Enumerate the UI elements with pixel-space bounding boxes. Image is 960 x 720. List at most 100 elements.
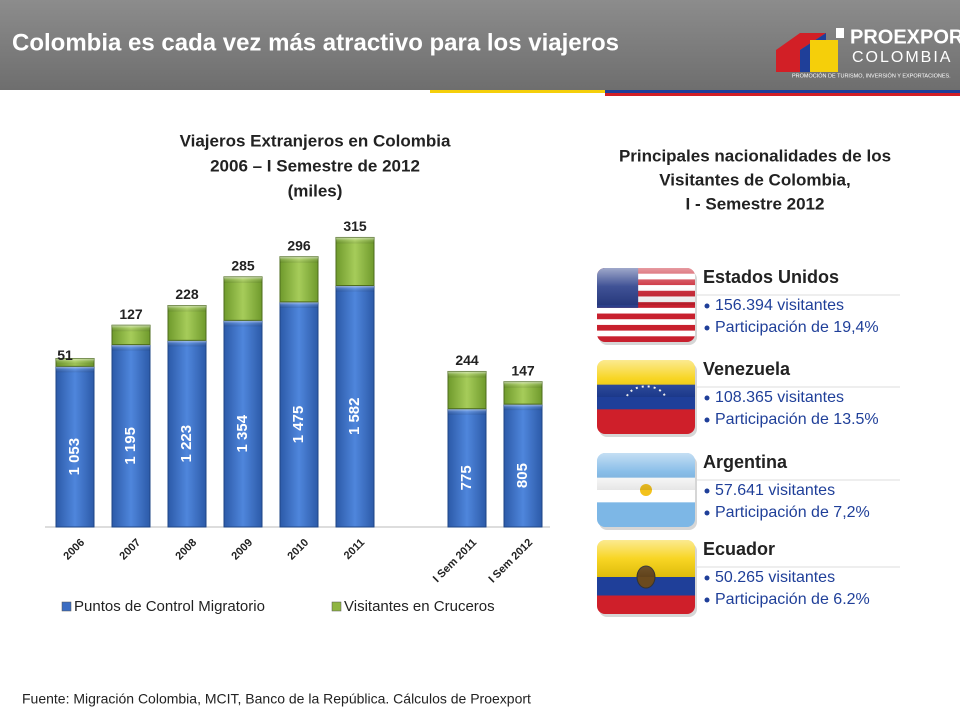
flag-body <box>597 360 695 434</box>
bar-gloss <box>168 340 206 347</box>
logo-text: COLOMBIA <box>852 49 952 66</box>
panel-title: Visitantes de Colombia, <box>659 170 850 189</box>
x-tick-label: 2006 <box>61 537 87 563</box>
flag-part <box>597 502 695 527</box>
bar <box>55 365 95 528</box>
bullet <box>704 303 710 309</box>
bar <box>223 319 263 528</box>
bar <box>447 408 487 528</box>
country-detail: Participación de 7,2% <box>715 504 870 521</box>
x-tick-label: 2007 <box>117 537 143 563</box>
bar <box>111 344 151 528</box>
flag-part <box>597 330 695 337</box>
bullet <box>704 597 710 603</box>
x-tick-label: 2008 <box>173 537 199 563</box>
flag-body <box>597 268 695 342</box>
country-detail: Participación de 19,4% <box>715 319 879 336</box>
x-tick-label: 2009 <box>229 537 255 563</box>
data-label: 315 <box>343 218 367 234</box>
flag-part <box>597 409 695 434</box>
flag <box>597 360 697 437</box>
data-label: 1 354 <box>234 414 251 452</box>
data-label: 296 <box>287 237 311 253</box>
flag-body <box>597 540 695 614</box>
data-label: 805 <box>514 463 531 488</box>
bar-gloss <box>168 305 206 312</box>
bar-gloss <box>448 371 486 378</box>
bullet <box>704 395 710 401</box>
flag-part <box>597 302 695 309</box>
panel: Principales nacionalidades de los Visitan… <box>597 146 900 617</box>
slide-title: Colombia es cada vez más atractivo para … <box>12 29 619 56</box>
chart-title: (miles) <box>288 181 343 200</box>
bar <box>503 403 543 528</box>
bullet <box>704 488 710 494</box>
country-detail: 108.365 visitantes <box>715 389 844 406</box>
flag-part <box>597 313 695 320</box>
country-detail: Participación de 6.2% <box>715 591 870 608</box>
flag-body <box>597 453 695 527</box>
flag-gloss <box>597 453 695 490</box>
flag <box>597 268 697 345</box>
chart-title: 2006 – I Semestre de 2012 <box>210 156 420 175</box>
bullet <box>704 325 710 331</box>
bar-gloss <box>504 381 542 388</box>
flag-part <box>597 319 695 326</box>
bar-gloss <box>280 301 318 308</box>
country-name: Ecuador <box>703 539 775 559</box>
bar <box>335 285 375 528</box>
data-label: 775 <box>458 465 475 490</box>
data-label: 1 223 <box>178 425 195 463</box>
legend-swatch <box>61 601 72 612</box>
bar-gloss <box>504 404 542 411</box>
chart: Viajeros Extranjeros en Colombia 2006 – I… <box>45 131 550 615</box>
flag-gloss <box>597 360 695 397</box>
flag-part <box>597 307 695 315</box>
logo-text: PROEXPORT <box>850 26 960 48</box>
country-detail: Participación de 13.5% <box>715 411 879 428</box>
bullet <box>704 417 710 423</box>
bar-gloss <box>224 276 262 283</box>
bar-gloss <box>112 325 150 332</box>
panel-title: I - Semestre 2012 <box>686 194 825 213</box>
country-name: Argentina <box>703 452 788 472</box>
country-detail: 50.265 visitantes <box>715 569 835 586</box>
bar-gloss <box>112 344 150 351</box>
x-tick-label: 2010 <box>285 537 311 563</box>
data-label: 244 <box>455 352 479 368</box>
data-label: 1 475 <box>290 406 307 444</box>
bar <box>279 301 319 528</box>
bar <box>223 276 263 321</box>
flag-part <box>597 595 695 614</box>
data-label: 1 053 <box>66 438 83 476</box>
data-label: 127 <box>119 306 143 322</box>
flag-gloss <box>597 268 695 305</box>
bar-gloss <box>448 408 486 415</box>
flag-part <box>597 336 695 342</box>
legend-label: Visitantes en Cruceros <box>344 598 495 615</box>
bar <box>279 256 319 303</box>
flag-part <box>597 324 695 332</box>
stripe <box>605 93 960 96</box>
bar-gloss <box>224 320 262 327</box>
chart-title: Viajeros Extranjeros en Colombia <box>180 131 451 150</box>
logo-tagline: PROMOCIÓN DE TURISMO, INVERSIÓN Y EXPORT… <box>792 72 951 79</box>
logo: PROEXPORT COLOMBIA PROMOCIÓN DE TURISMO,… <box>776 26 960 79</box>
stripe <box>430 90 605 93</box>
data-label: 1 582 <box>346 397 363 435</box>
bar-gloss <box>56 358 94 365</box>
flag <box>597 453 697 530</box>
flag <box>597 540 697 617</box>
x-tick-label: I Sem 2011 <box>431 537 479 585</box>
legend-label: Puntos de Control Migratorio <box>74 598 265 615</box>
country-detail: 57.641 visitantes <box>715 482 835 499</box>
data-label: 1 195 <box>122 427 139 465</box>
bar-gloss <box>56 366 94 373</box>
stripe <box>605 90 960 93</box>
data-label: 147 <box>511 362 535 378</box>
bar-gloss <box>280 256 318 263</box>
x-tick-label: 2011 <box>342 537 367 562</box>
data-label: 51 <box>57 347 73 363</box>
bar <box>335 236 375 287</box>
